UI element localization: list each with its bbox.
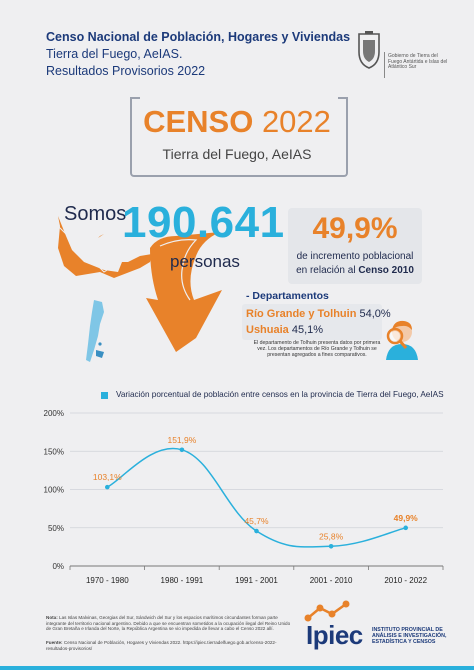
header-results: Resultados Provisorios 2022 bbox=[46, 64, 206, 78]
line-chart: 0% 50% 100% 150% 200% 1970 - 1980 1980 - 1991… bbox=[44, 409, 444, 585]
data-point bbox=[105, 484, 110, 490]
censo-subtitle: Tierra del Fuego, AeIAS bbox=[162, 146, 312, 162]
data-label: 45,7% bbox=[244, 516, 269, 526]
legend-swatch bbox=[101, 392, 108, 399]
data-label: 151,9% bbox=[167, 435, 196, 445]
footer-source: Fuente: Censo Nacional de Población, Hog… bbox=[46, 640, 291, 651]
data-label: 49,9% bbox=[394, 513, 419, 523]
ipiec-logo-subtitle: INSTITUTO PROVINCIAL DE ANÁLISIS E INVES… bbox=[372, 627, 447, 645]
bottom-bar bbox=[0, 666, 474, 670]
chart-title: Variación porcentual de población entre … bbox=[116, 390, 444, 399]
data-point bbox=[254, 528, 259, 534]
x-tick-label: 1991 - 2001 bbox=[235, 576, 278, 585]
department-value: 45,1% bbox=[291, 324, 324, 336]
y-tick-label: 50% bbox=[48, 524, 64, 533]
data-point bbox=[403, 525, 409, 531]
increase-prefix: en relación al bbox=[296, 265, 359, 276]
y-tick-label: 100% bbox=[44, 486, 64, 495]
department-rio-grande: Río Grande y Tolhuin 54,0% bbox=[246, 308, 391, 320]
x-tick-label: 1980 - 1991 bbox=[161, 576, 204, 585]
gov-logo-text: Gobierno de Tierra del Fuego Antártida e… bbox=[388, 53, 448, 71]
data-label: 103,1% bbox=[93, 472, 122, 482]
departments-box bbox=[242, 304, 382, 340]
department-ushuaia: Ushuaia 45,1% bbox=[246, 324, 323, 336]
header-title: Censo Nacional de Población, Hogares y V… bbox=[46, 30, 351, 44]
increase-reference: en relación al Censo 2010 bbox=[288, 265, 422, 276]
population-value: 190.641 bbox=[122, 198, 285, 247]
departments-title: - Departamentos bbox=[246, 290, 329, 302]
department-name: Ushuaia bbox=[246, 324, 289, 336]
increase-text: de incremento poblacional bbox=[296, 251, 414, 262]
x-tick-label: 1970 - 1980 bbox=[86, 576, 129, 585]
data-point bbox=[328, 543, 334, 549]
somos-label: Somos bbox=[64, 203, 127, 225]
province-map-illustration bbox=[57, 216, 222, 362]
series-line bbox=[106, 447, 406, 548]
data-label: 25,8% bbox=[319, 531, 344, 541]
source-text: Censo Nacional de Población, Hogares y V… bbox=[46, 640, 277, 651]
x-tick-label: 2001 - 2010 bbox=[310, 576, 353, 585]
department-name: Río Grande y Tolhuin bbox=[246, 308, 357, 320]
department-value: 54,0% bbox=[359, 308, 391, 320]
increase-value: 49,9% bbox=[312, 212, 398, 245]
y-tick-label: 0% bbox=[52, 562, 64, 571]
x-tick-label: 2010 - 2022 bbox=[384, 576, 427, 585]
increase-census: Censo 2010 bbox=[358, 265, 414, 276]
censo-title-bold: CENSO bbox=[143, 104, 254, 139]
y-tick-label: 200% bbox=[44, 409, 64, 418]
person-magnifier-icon bbox=[386, 320, 418, 360]
departments-note: El departamento de Tolhuin presenta dato… bbox=[253, 340, 381, 358]
gov-divider bbox=[384, 52, 385, 78]
data-point bbox=[179, 447, 185, 453]
censo-frame bbox=[130, 97, 348, 177]
note-label: Nota: bbox=[46, 615, 58, 620]
population-unit: personas bbox=[170, 252, 240, 271]
province-seal-icon bbox=[358, 31, 380, 69]
header-region: Tierra del Fuego, AeIAS. bbox=[46, 47, 183, 61]
footer-note: Nota: Las Islas Malvinas, Georgias del S… bbox=[46, 615, 291, 632]
ipiec-logo-text: Ipiec bbox=[306, 620, 363, 650]
source-label: Fuente: bbox=[46, 640, 63, 645]
ipiec-logo-icon bbox=[304, 600, 350, 622]
censo-title: CENSO 2022 bbox=[130, 104, 344, 140]
y-tick-label: 150% bbox=[44, 447, 64, 456]
note-text: Las Islas Malvinas, Georgias del Sur, Sá… bbox=[46, 615, 291, 632]
censo-title-year: 2022 bbox=[253, 104, 331, 139]
increase-box bbox=[288, 208, 422, 284]
